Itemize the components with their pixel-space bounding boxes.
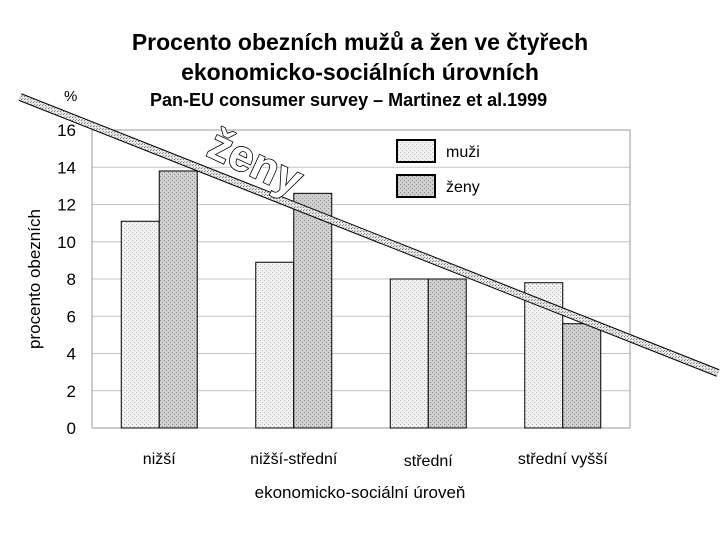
plot-frame	[91, 129, 631, 429]
legend-label-muzi: muži	[446, 144, 480, 161]
y-tick-label: 10	[57, 233, 76, 252]
x-axis-title: ekonomicko-sociální úroveň	[255, 483, 466, 502]
chart-title-line2: ekonomicko-sociálních úrovních	[181, 59, 539, 85]
y-tick-label: 6	[67, 307, 76, 326]
bar-muzi	[120, 220, 160, 429]
bar-zeny	[158, 170, 198, 429]
bar-muzi	[255, 261, 295, 429]
bar-zeny	[562, 323, 602, 429]
legend-swatch-zeny	[396, 174, 436, 198]
trend-line-fill	[18, 94, 720, 376]
y-tick-label: 8	[67, 270, 76, 289]
chart-subtitle: Pan-EU consumer survey – Martinez et al.…	[150, 90, 548, 110]
chart-title-line1: Procento obezních mužů a žen ve čtyřech	[131, 29, 589, 55]
x-tick-label: střední vyšší	[518, 451, 608, 468]
y-tick-label: 16	[57, 121, 76, 140]
x-tick-label: střední	[404, 453, 453, 470]
x-tick-label: nižší	[143, 451, 176, 468]
bar-zeny	[293, 192, 333, 429]
y-tick-label: 2	[67, 382, 76, 401]
bar-zeny	[427, 278, 467, 429]
y-tick-label: 12	[57, 196, 76, 215]
legend-label-zeny: ženy	[446, 179, 480, 196]
y-axis-title: procento obezních	[25, 209, 44, 349]
bar-muzi	[389, 278, 429, 429]
legend-swatch-muzi	[396, 139, 436, 163]
y-unit-label: %	[64, 88, 78, 105]
y-tick-label: 4	[67, 345, 76, 364]
y-tick-label: 14	[57, 158, 76, 177]
y-tick-label: 0	[67, 419, 76, 438]
x-tick-label: nižší-střední	[250, 451, 338, 468]
